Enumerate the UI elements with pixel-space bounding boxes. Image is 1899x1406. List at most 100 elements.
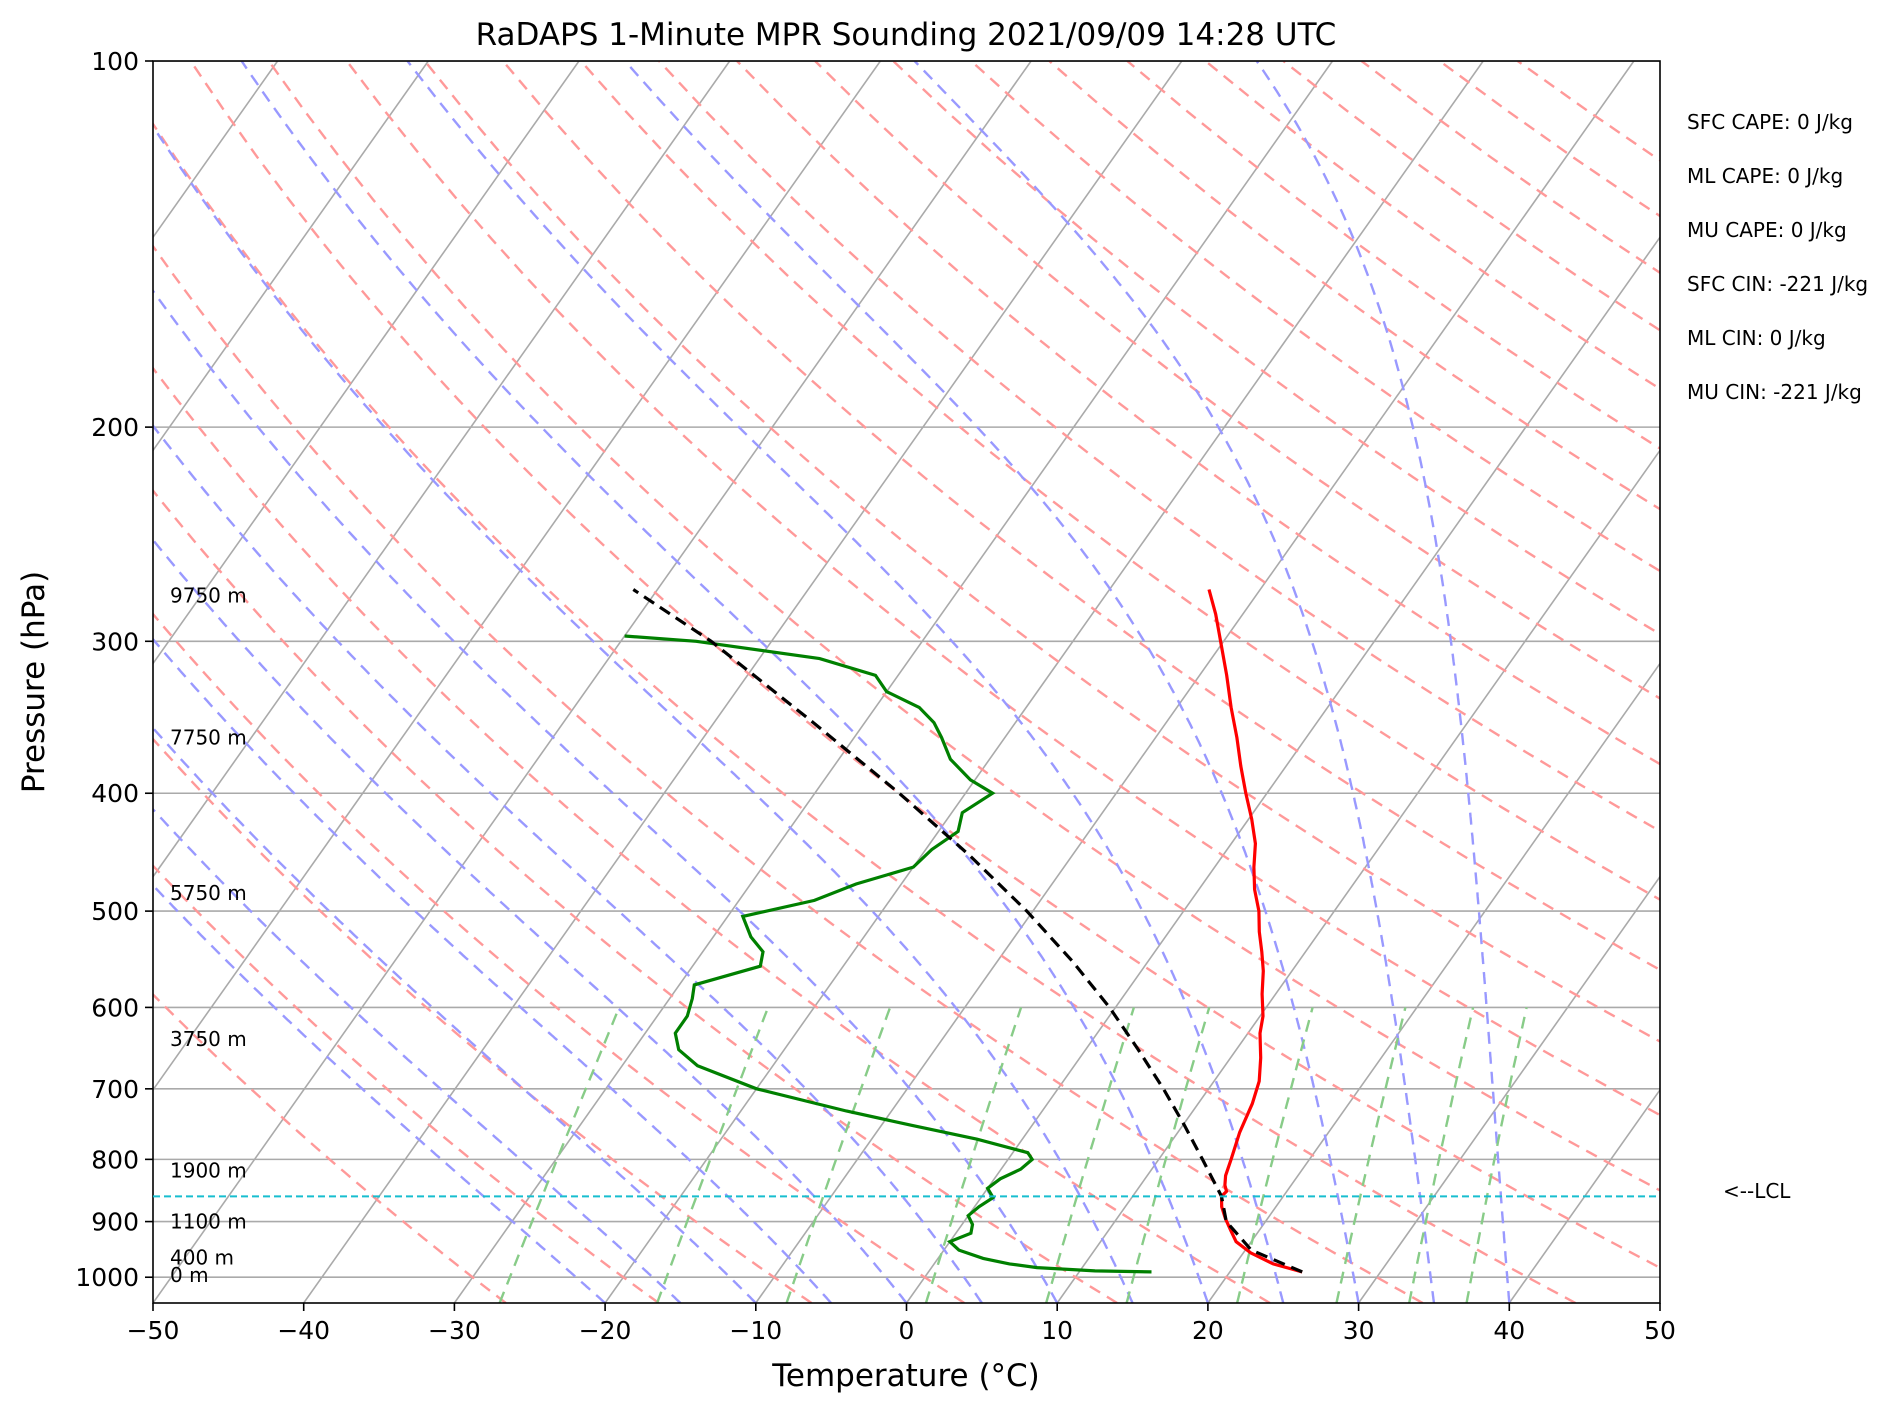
height-label: 3750 m bbox=[170, 1027, 247, 1051]
dry-adiabat-line bbox=[345, 61, 1660, 1117]
moist-adiabat-line bbox=[153, 807, 682, 1303]
isotherm-line bbox=[1357, 875, 1660, 1303]
y-tick-label: 100 bbox=[91, 47, 139, 76]
index-label: MU CIN: -221 J/kg bbox=[1687, 380, 1862, 404]
isotherm-line bbox=[303, 61, 1183, 1303]
dewpoint-line bbox=[624, 634, 1152, 1274]
index-label: MU CAPE: 0 J/kg bbox=[1687, 218, 1847, 242]
height-label: 5750 m bbox=[170, 881, 247, 905]
moist-adiabat-line bbox=[153, 726, 757, 1303]
height-labels: 9750 m 7750 m 5750 m 3750 m 1900 m 1100 m 400 … bbox=[170, 583, 247, 1287]
y-tick-label: 300 bbox=[91, 627, 139, 656]
moist-adiabat-line bbox=[624, 61, 1360, 1303]
y-tick-label: 500 bbox=[91, 897, 139, 926]
parcel-line bbox=[632, 588, 1303, 1274]
index-label: SFC CIN: -221 J/kg bbox=[1687, 272, 1868, 296]
isotherm-line bbox=[153, 61, 731, 879]
height-label: 1900 m bbox=[170, 1158, 247, 1182]
x-tick-label: −30 bbox=[428, 1316, 481, 1345]
dry-adiabat-line bbox=[1048, 61, 1660, 511]
indices-panel: SFC CAPE: 0 J/kg ML CAPE: 0 J/kg MU CAPE: … bbox=[1687, 110, 1868, 404]
background-lines bbox=[153, 61, 1660, 1303]
mixing-ratio-line bbox=[1465, 1007, 1528, 1303]
mixing-ratio-line bbox=[1125, 1007, 1211, 1303]
temperature-line bbox=[1207, 589, 1303, 1274]
dry-adiabat-line bbox=[153, 488, 1118, 1303]
y-tick-label: 200 bbox=[91, 413, 139, 442]
mixing-ratio-line bbox=[1408, 1007, 1475, 1303]
dry-adiabat-line bbox=[736, 61, 1660, 766]
moist-adiabat-line bbox=[153, 124, 1134, 1303]
dry-adiabat-line bbox=[580, 61, 1660, 902]
isotherm-line bbox=[1508, 1088, 1660, 1303]
isotherm-line bbox=[153, 61, 1032, 1303]
y-tick-label: 600 bbox=[91, 993, 139, 1022]
dry-adiabat-line bbox=[1126, 61, 1660, 450]
dry-adiabat-line bbox=[189, 61, 1660, 1270]
y-tick-label: 1000 bbox=[75, 1263, 139, 1292]
axis-ticks: −50 −40 −30 −20 −10 0 10 20 30 40 50 1000 900 800 700 6… bbox=[75, 47, 1676, 1345]
dry-adiabat-line bbox=[267, 61, 1660, 1192]
moist-adiabat-line bbox=[153, 288, 1059, 1303]
x-tick-label: −10 bbox=[729, 1316, 782, 1345]
height-label: 1100 m bbox=[170, 1210, 247, 1234]
mixing-ratio-line bbox=[924, 1007, 1023, 1303]
index-label: ML CIN: 0 J/kg bbox=[1687, 326, 1826, 350]
dry-adiabat-line bbox=[423, 61, 1660, 1043]
dry-adiabat-line bbox=[153, 366, 1271, 1303]
y-tick-label: 700 bbox=[91, 1075, 139, 1104]
plot-frame bbox=[152, 60, 1661, 1304]
dry-adiabat-line bbox=[814, 61, 1660, 700]
isotherm-line bbox=[1207, 662, 1660, 1303]
dry-adiabat-line bbox=[1282, 61, 1660, 332]
dry-adiabat-line bbox=[153, 737, 813, 1303]
chart-title: RaDAPS 1-Minute MPR Sounding 2021/09/09 … bbox=[476, 17, 1337, 53]
moist-adiabat-line bbox=[240, 61, 1210, 1303]
mixing-ratio-line bbox=[1235, 1007, 1314, 1303]
x-tick-label: 20 bbox=[1192, 1316, 1224, 1345]
moist-adiabat-line bbox=[153, 538, 908, 1303]
isotherm-line bbox=[1056, 449, 1660, 1303]
dry-adiabat-line bbox=[892, 61, 1660, 636]
mixing-ratio-line bbox=[1045, 1007, 1136, 1303]
index-label: SFC CAPE: 0 J/kg bbox=[1687, 110, 1853, 134]
isotherm-line bbox=[453, 61, 1334, 1303]
mixing-ratio-line bbox=[655, 1006, 770, 1303]
dry-adiabat-line bbox=[1438, 61, 1660, 218]
height-label: 0 m bbox=[170, 1263, 209, 1287]
dry-adiabat-line bbox=[153, 244, 1424, 1303]
mixing-ratio-line bbox=[1335, 1007, 1407, 1303]
dry-adiabat-line bbox=[153, 864, 660, 1303]
x-tick-label: 10 bbox=[1041, 1316, 1073, 1345]
isotherm-line bbox=[153, 61, 882, 1092]
mixing-ratio-line bbox=[498, 1006, 621, 1303]
data-series bbox=[624, 588, 1303, 1274]
x-tick-label: −50 bbox=[127, 1316, 180, 1345]
mixing-ratio-line bbox=[785, 1006, 892, 1303]
x-tick-label: −20 bbox=[579, 1316, 632, 1345]
moist-adiabat-line bbox=[406, 61, 1285, 1303]
isotherm-line bbox=[153, 61, 580, 665]
moist-adiabat-line bbox=[153, 637, 832, 1303]
height-label: 7750 m bbox=[170, 726, 247, 750]
dry-adiabat-line bbox=[1204, 61, 1660, 391]
x-tick-label: 50 bbox=[1644, 1316, 1676, 1345]
isotherm-line bbox=[153, 61, 429, 452]
x-tick-label: −40 bbox=[277, 1316, 330, 1345]
height-label: 9750 m bbox=[170, 583, 247, 607]
isotherm-line bbox=[1659, 1301, 1660, 1303]
isotherm-line bbox=[604, 61, 1484, 1303]
lcl-label: <--LCL bbox=[1723, 1179, 1791, 1203]
y-tick-label: 800 bbox=[91, 1145, 139, 1174]
x-axis-label: Temperature (°C) bbox=[771, 1358, 1040, 1394]
y-tick-label: 400 bbox=[91, 779, 139, 808]
x-tick-label: 30 bbox=[1343, 1316, 1375, 1345]
index-label: ML CAPE: 0 J/kg bbox=[1687, 164, 1843, 188]
dry-adiabat-line bbox=[658, 61, 1660, 833]
y-axis-label: Pressure (hPa) bbox=[16, 571, 52, 793]
x-tick-label: 40 bbox=[1493, 1316, 1525, 1345]
dry-adiabat-line bbox=[501, 61, 1660, 972]
moist-adiabat-line bbox=[153, 883, 606, 1303]
moist-adiabat-line bbox=[1255, 61, 1511, 1303]
